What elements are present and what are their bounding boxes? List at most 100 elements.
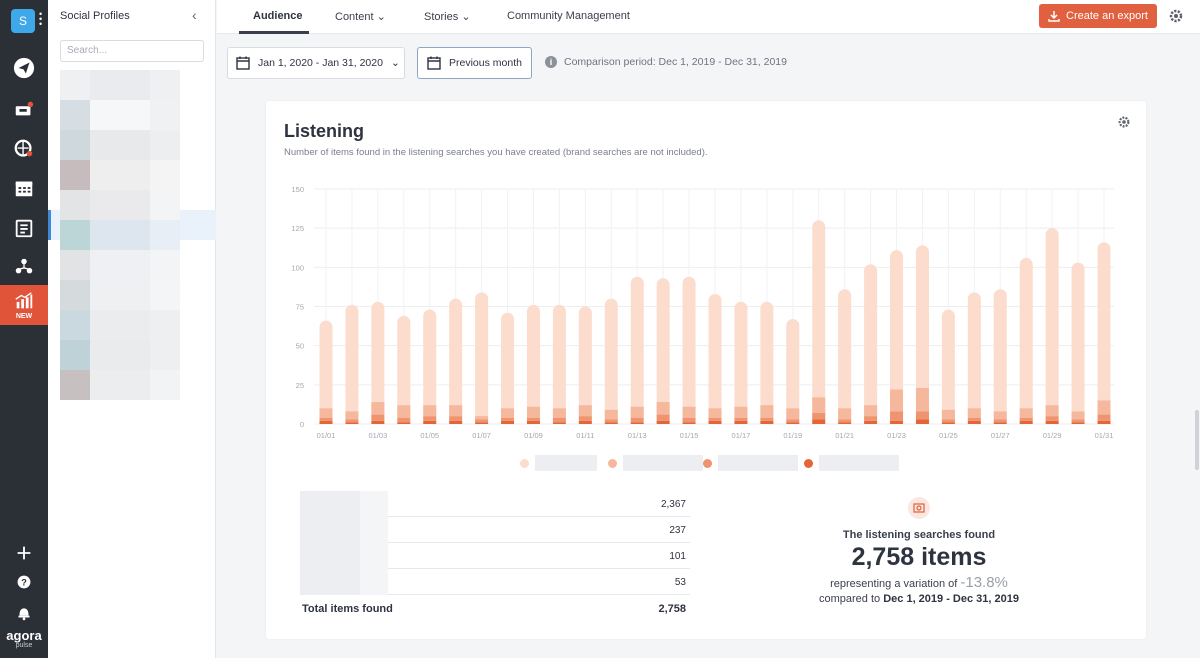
bar-total-01/06[interactable] — [449, 298, 463, 424]
bar-segment[interactable] — [890, 389, 904, 412]
bar-segment[interactable] — [760, 405, 774, 418]
bar-segment[interactable] — [630, 422, 644, 424]
bar-total-01/15[interactable] — [682, 276, 696, 424]
previous-month-button[interactable]: Previous month — [417, 47, 532, 79]
bar-segment[interactable] — [760, 420, 774, 424]
tab-community-management[interactable]: Community Management — [507, 10, 630, 22]
page-scrollbar[interactable] — [1195, 410, 1199, 470]
card-settings-gear-icon[interactable] — [1117, 115, 1131, 129]
bar-segment[interactable] — [604, 409, 618, 420]
listening-icon[interactable] — [8, 133, 40, 165]
bar-segment[interactable] — [786, 422, 800, 424]
bar-segment[interactable] — [449, 405, 463, 417]
bar-total-01/11[interactable] — [578, 306, 592, 425]
bar-segment[interactable] — [526, 406, 540, 418]
bar-segment[interactable] — [682, 406, 696, 418]
legend-item[interactable] — [520, 455, 597, 471]
bar-segment[interactable] — [604, 422, 618, 424]
bar-total-01/27[interactable] — [993, 289, 1007, 424]
bar-segment[interactable] — [630, 406, 644, 418]
bar-segment[interactable] — [734, 420, 748, 424]
bar-segment[interactable] — [812, 413, 826, 420]
bar-total-01/17[interactable] — [734, 301, 748, 424]
bar-segment[interactable] — [993, 419, 1007, 423]
bar-segment[interactable] — [397, 417, 411, 423]
info-icon[interactable]: i — [545, 56, 557, 68]
bar-segment[interactable] — [1097, 414, 1111, 421]
bar-segment[interactable] — [786, 419, 800, 423]
bar-total-01/07[interactable] — [475, 292, 489, 424]
bar-segment[interactable] — [371, 402, 385, 415]
bar-total-01/14[interactable] — [656, 278, 670, 424]
bar-total-01/13[interactable] — [630, 276, 644, 424]
bar-segment[interactable] — [915, 419, 929, 424]
bar-segment[interactable] — [682, 417, 696, 423]
bar-segment[interactable] — [967, 417, 981, 421]
bar-segment[interactable] — [345, 422, 359, 424]
bar-segment[interactable] — [864, 405, 878, 417]
bar-segment[interactable] — [604, 419, 618, 423]
bar-segment[interactable] — [1019, 408, 1033, 418]
bar-segment[interactable] — [915, 387, 929, 412]
bar-segment[interactable] — [423, 416, 437, 421]
workspace-menu-icon[interactable]: • • • — [39, 9, 43, 29]
bar-segment[interactable] — [423, 405, 437, 417]
bar-segment[interactable] — [1045, 416, 1059, 421]
bar-segment[interactable] — [397, 405, 411, 418]
bar-segment[interactable] — [915, 411, 929, 420]
bar-segment[interactable] — [941, 419, 955, 423]
publish-icon[interactable] — [8, 52, 40, 84]
legend-item[interactable] — [608, 455, 703, 471]
bar-segment[interactable] — [993, 422, 1007, 424]
list-item[interactable] — [60, 370, 180, 400]
bar-segment[interactable] — [526, 420, 540, 424]
bar-total-01/21[interactable] — [838, 289, 852, 424]
list-item[interactable] — [60, 280, 180, 310]
bar-total-01/31[interactable] — [1097, 242, 1111, 424]
list-item[interactable] — [60, 70, 180, 100]
bar-segment[interactable] — [319, 417, 333, 421]
workspace-avatar[interactable]: S — [11, 9, 35, 33]
bar-segment[interactable] — [552, 408, 566, 418]
bar-segment[interactable] — [449, 420, 463, 424]
bar-segment[interactable] — [838, 422, 852, 424]
bar-total-01/10[interactable] — [552, 304, 566, 424]
bar-segment[interactable] — [838, 408, 852, 420]
bar-total-01/24[interactable] — [915, 245, 929, 424]
bar-segment[interactable] — [345, 419, 359, 423]
bar-total-01/02[interactable] — [345, 304, 359, 424]
bar-segment[interactable] — [578, 420, 592, 424]
bar-segment[interactable] — [890, 411, 904, 421]
bar-segment[interactable] — [967, 408, 981, 418]
bar-segment[interactable] — [501, 408, 515, 418]
collapse-chevron-icon[interactable]: ‹ — [192, 7, 197, 23]
bar-total-01/28[interactable] — [1019, 257, 1033, 424]
bar-segment[interactable] — [786, 408, 800, 420]
bar-segment[interactable] — [1019, 417, 1033, 421]
bar-segment[interactable] — [760, 417, 774, 421]
date-range-picker[interactable]: Jan 1, 2020 - Jan 31, 2020 ⌄ — [227, 47, 405, 79]
bar-total-01/23[interactable] — [890, 250, 904, 424]
bar-segment[interactable] — [423, 420, 437, 424]
bar-segment[interactable] — [1071, 422, 1085, 424]
bar-total-01/01[interactable] — [319, 320, 333, 424]
profiles-search-input[interactable]: Search... — [60, 40, 204, 62]
help-icon[interactable]: ? — [8, 566, 40, 598]
bar-segment[interactable] — [682, 422, 696, 424]
tab-content[interactable]: Content ⌄ — [335, 11, 386, 23]
bar-segment[interactable] — [1097, 420, 1111, 424]
bar-segment[interactable] — [864, 416, 878, 421]
bar-segment[interactable] — [319, 420, 333, 424]
legend-item[interactable] — [703, 455, 798, 471]
bar-segment[interactable] — [708, 420, 722, 424]
bar-total-01/20[interactable] — [812, 220, 826, 424]
bar-total-01/19[interactable] — [786, 319, 800, 424]
bar-total-01/30[interactable] — [1071, 262, 1085, 424]
notifications-icon[interactable] — [8, 596, 40, 628]
bar-total-01/04[interactable] — [397, 315, 411, 424]
bar-total-01/16[interactable] — [708, 293, 722, 424]
bar-segment[interactable] — [941, 409, 955, 420]
list-item[interactable] — [60, 160, 180, 190]
bar-segment[interactable] — [630, 417, 644, 423]
settings-gear-icon[interactable] — [1168, 8, 1184, 24]
